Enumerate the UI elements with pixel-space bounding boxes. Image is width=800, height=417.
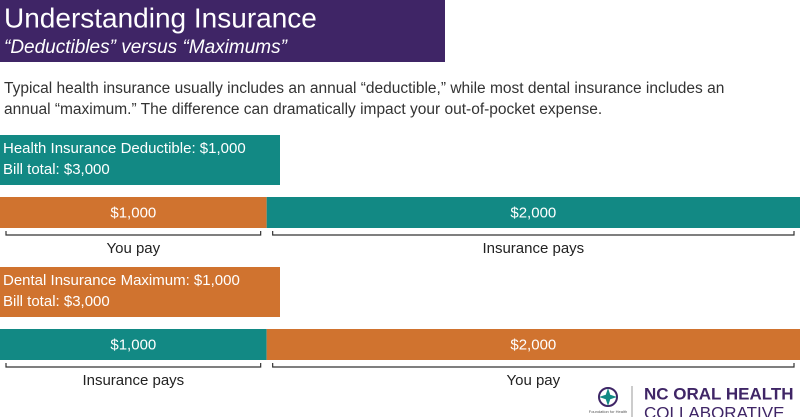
section-box [0,267,280,317]
logo-icon [599,388,617,406]
bar-segment [0,329,267,360]
subtitle: “Deductibles” versus “Maximums” [4,37,289,58]
logo-text: NC ORAL HEALTH [644,384,794,403]
segment-label: $1,000 [110,336,156,353]
logo-small: Foundation for Health [589,409,627,414]
intro-line: Typical health insurance usually include… [4,80,724,97]
segment-caption: You pay [506,372,560,389]
bar-segment [0,197,267,228]
section-heading: Health Insurance Deductible: $1,000 [3,140,246,157]
segment-caption: You pay [106,240,160,257]
header-box [0,0,445,62]
section-box [0,135,280,185]
section-heading: Dental Insurance Maximum: $1,000 [3,272,240,289]
bracket [5,363,262,368]
segment-label: $1,000 [110,204,156,221]
bracket [272,363,795,368]
segment-caption: Insurance pays [82,372,184,389]
bar-segment [266,329,800,360]
bracket [272,231,795,236]
segment-label: $2,000 [510,336,556,353]
logo: Foundation for Health NC ORAL HEALTH COL… [589,384,794,417]
segment-label: $2,000 [510,204,556,221]
title: Understanding Insurance [4,2,317,33]
intro-line: annual “maximum.” The difference can dra… [4,101,602,118]
section-bill: Bill total: $3,000 [3,161,110,178]
section-bill: Bill total: $3,000 [3,293,110,310]
logo-text: COLLABORATIVE [644,403,784,417]
bracket [5,231,262,236]
segment-caption: Insurance pays [482,240,584,257]
bar-segment [266,197,800,228]
